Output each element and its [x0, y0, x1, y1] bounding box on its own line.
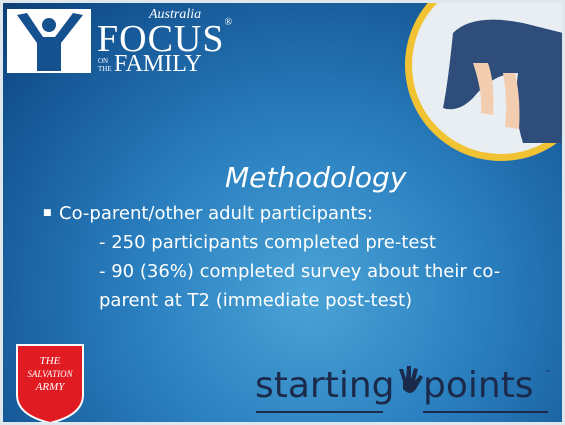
tm: ™ — [544, 369, 551, 377]
salvation-logo: THE SALVATION ARMY — [17, 355, 83, 394]
salvation-word: SALVATION — [17, 368, 83, 381]
sub-line: parent at T2 (immediate post-test) — [99, 290, 412, 311]
slide: Australia FOCUS® ONTHE FAMILY Methodolog… — [0, 0, 565, 425]
points-word: points — [423, 365, 534, 406]
the: THE — [98, 65, 112, 73]
trademark: ® — [225, 17, 234, 28]
on: ON — [98, 57, 112, 65]
hand-icon — [399, 366, 423, 393]
sub-line: - 90 (36%) completed survey about their … — [99, 261, 500, 282]
title: Methodology — [225, 161, 406, 194]
bullet-text: Co-parent/other adult participants: — [59, 203, 373, 224]
bullet-mark: ■ — [43, 208, 52, 218]
logo-head — [42, 18, 56, 32]
starting-word: starting — [255, 365, 395, 406]
family: FAMILY — [114, 51, 202, 78]
sub-line: - 250 participants completed pre-test — [99, 232, 436, 253]
salvation-word: ARMY — [17, 381, 83, 394]
salvation-word: THE — [17, 355, 83, 368]
